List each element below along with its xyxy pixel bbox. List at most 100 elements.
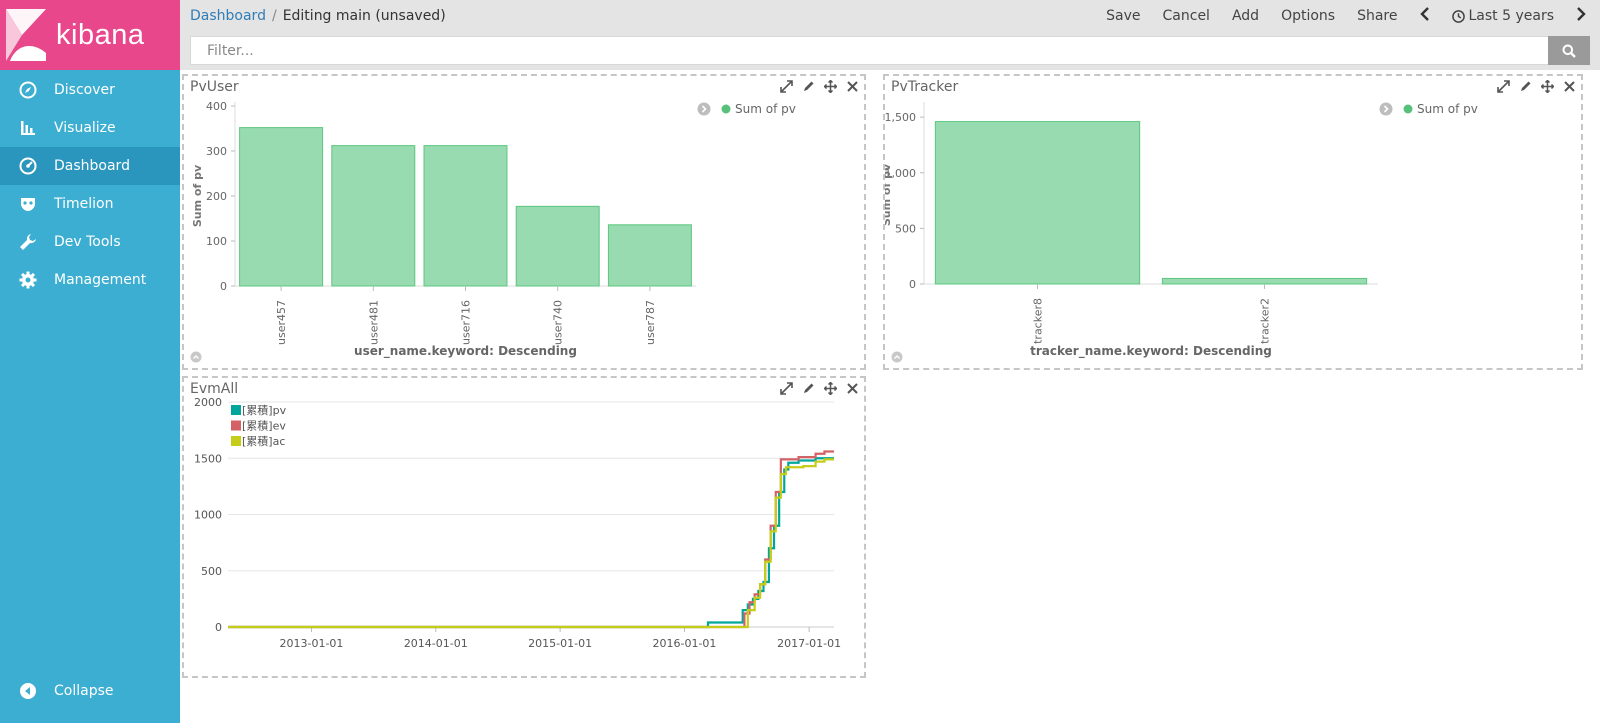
edit-panel-button[interactable] <box>1518 79 1533 94</box>
expand-panel-button[interactable] <box>1496 79 1511 94</box>
legend-toggle-button[interactable] <box>697 102 711 116</box>
bar-user716 <box>423 145 508 287</box>
sidebar-item-label: Timelion <box>54 196 114 212</box>
move-arrows-icon <box>1541 80 1554 93</box>
y-tick-label: 1500 <box>194 452 222 465</box>
spy-toggle-icon <box>891 351 903 363</box>
y-axis-label: Sum of pv <box>885 163 893 226</box>
brand-name: kibana <box>56 18 145 51</box>
expand-panel-button[interactable] <box>779 79 794 94</box>
chevron-right-circle-icon <box>1379 102 1393 116</box>
series-line-1 <box>228 450 834 629</box>
breadcrumb-separator: / <box>271 8 277 24</box>
filter-input[interactable]: Filter... <box>190 36 1548 65</box>
time-picker-button[interactable]: Last 5 years <box>1451 8 1555 24</box>
legend-dot <box>1403 104 1413 114</box>
legend-label: [累積]pv <box>242 403 287 417</box>
pencil-icon <box>1521 81 1531 91</box>
chevron-up-icon <box>193 355 199 359</box>
sidebar-item-dashboard[interactable]: Dashboard <box>0 147 180 185</box>
move-arrows-icon <box>824 382 837 395</box>
spy-toggle-icon <box>190 351 202 363</box>
sidebar-collapse-button[interactable]: Collapse <box>0 672 180 710</box>
options-button[interactable]: Options <box>1281 8 1336 24</box>
chevron-up-icon <box>894 355 900 359</box>
clock-icon <box>1451 9 1465 23</box>
bar-tracker8 <box>934 121 1141 285</box>
expand-panel-button[interactable] <box>779 381 794 396</box>
legend-label: [累積]ac <box>242 434 285 448</box>
sidebar-item-label: Dashboard <box>54 158 130 174</box>
y-tick-label: 0 <box>215 621 222 634</box>
top-nav-bar: Dashboard / Editing main (unsaved) Save … <box>180 0 1600 32</box>
sidebar: kibana Discover Visualize Dashboard <box>0 0 180 723</box>
x-tick-label: 2015-01-01 <box>528 637 592 650</box>
filter-bar: Filter... <box>180 32 1600 70</box>
x-tick-label: user481 <box>367 300 380 345</box>
filter-search-button[interactable] <box>1548 36 1590 65</box>
time-back-button[interactable] <box>1419 7 1430 25</box>
pencil-icon <box>804 383 814 393</box>
dashboard-gauge-icon <box>18 156 38 176</box>
edit-panel-button[interactable] <box>801 79 816 94</box>
bar-chart-icon <box>18 118 38 138</box>
cancel-button[interactable]: Cancel <box>1162 8 1210 24</box>
expand-icon <box>780 80 793 93</box>
save-button[interactable]: Save <box>1106 8 1141 24</box>
chevron-left-icon <box>1419 7 1429 21</box>
legend-label: Sum of pv <box>735 102 796 116</box>
x-tick-label: 2016-01-01 <box>652 637 716 650</box>
sidebar-item-management[interactable]: Management <box>0 261 180 299</box>
share-button[interactable]: Share <box>1357 8 1398 24</box>
kibana-logo[interactable]: kibana <box>0 0 180 70</box>
legend-toggle-button[interactable] <box>1379 102 1393 116</box>
x-tick-label: user716 <box>460 300 473 345</box>
sidebar-item-label: Visualize <box>54 120 116 136</box>
y-axis-label: Sum of pv <box>191 164 204 227</box>
remove-panel-button[interactable] <box>1562 79 1577 94</box>
pvtracker-bar-chart: 0 500 1,000 1,500 tracker8 tracker2 Sum of pv t… <box>885 102 1478 363</box>
timelion-mask-icon <box>18 194 38 214</box>
x-axis-label: tracker_name.keyword: Descending <box>1030 344 1272 359</box>
remove-panel-button[interactable] <box>845 381 860 396</box>
x-tick-label: tracker2 <box>1259 298 1272 344</box>
remove-panel-button[interactable] <box>845 79 860 94</box>
panel-title: PvUser <box>190 79 239 95</box>
move-panel-handle[interactable] <box>823 79 838 94</box>
sidebar-item-discover[interactable]: Discover <box>0 71 180 109</box>
chevron-right-icon <box>701 105 707 113</box>
x-tick-label: user457 <box>275 300 288 345</box>
sidebar-item-label: Dev Tools <box>54 234 121 250</box>
x-tick-label: user740 <box>552 300 565 345</box>
breadcrumb-dashboard-link[interactable]: Dashboard <box>190 8 266 24</box>
panel-pvtracker: PvTracker 0 500 1,000 1,500 tracker8 tracker2… <box>883 74 1583 370</box>
chevron-right-circle-icon <box>697 102 711 116</box>
add-button[interactable]: Add <box>1231 8 1260 24</box>
edit-panel-button[interactable] <box>801 381 816 396</box>
move-panel-handle[interactable] <box>823 381 838 396</box>
time-range-label: Last 5 years <box>1468 8 1555 24</box>
sidebar-item-timelion[interactable]: Timelion <box>0 185 180 223</box>
x-tick-label: tracker8 <box>1032 298 1045 344</box>
pencil-icon <box>804 81 814 91</box>
panel-evmall: EvmAll 0 500 1000 1500 2000 2013-01-01 2014-01… <box>182 376 866 678</box>
sidebar-item-visualize[interactable]: Visualize <box>0 109 180 147</box>
collapse-label: Collapse <box>54 683 114 699</box>
move-panel-handle[interactable] <box>1540 79 1555 94</box>
legend-label: Sum of pv <box>1417 102 1478 116</box>
close-icon <box>847 81 858 92</box>
bar-user481 <box>331 145 416 287</box>
panel-pvuser: PvUser 0 100 200 300 400 user457 user481 user71… <box>182 74 866 370</box>
y-tick-label: 0 <box>220 280 227 293</box>
close-icon <box>1564 81 1575 92</box>
evmall-line-chart: 0 500 1000 1500 2000 2013-01-01 2014-01-01 2015… <box>194 396 841 650</box>
y-tick-label: 2000 <box>194 396 222 409</box>
sidebar-item-dev-tools[interactable]: Dev Tools <box>0 223 180 261</box>
bar-user787 <box>607 224 692 287</box>
expand-icon <box>1497 80 1510 93</box>
legend-swatch <box>231 420 241 431</box>
time-forward-button[interactable] <box>1576 7 1586 25</box>
y-tick-label: 1,500 <box>885 111 916 124</box>
x-tick-label: user787 <box>644 300 657 345</box>
y-tick-label: 1,000 <box>885 167 916 180</box>
